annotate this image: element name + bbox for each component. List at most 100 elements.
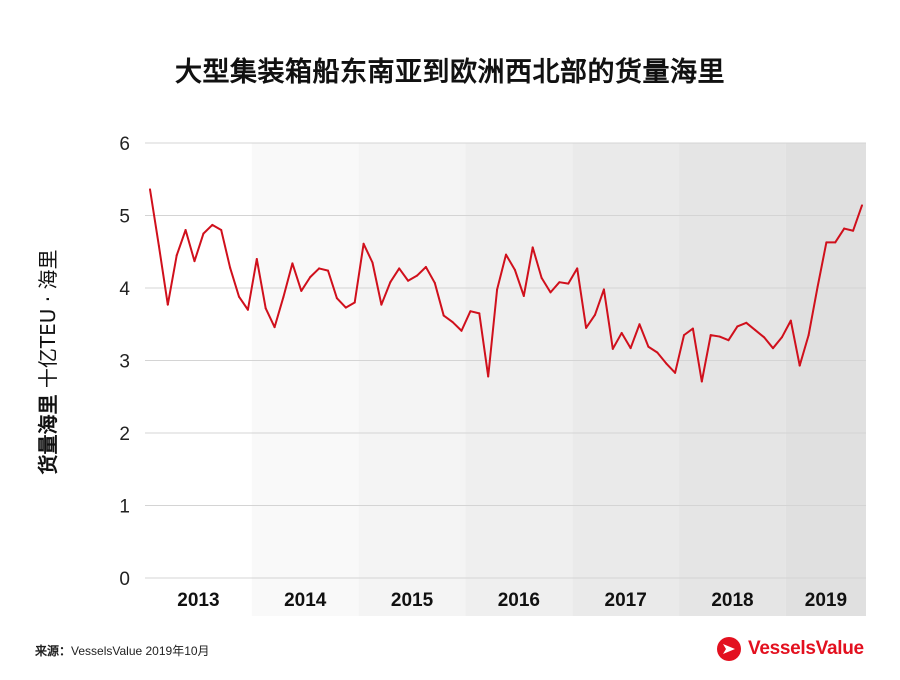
data-point <box>273 326 276 329</box>
data-point <box>727 339 730 342</box>
source-text: VesselsValue 2019年10月 <box>71 644 210 658</box>
data-point <box>834 241 837 244</box>
data-point <box>683 334 685 337</box>
data-point <box>157 244 160 247</box>
data-point <box>665 362 668 365</box>
data-point <box>700 380 703 383</box>
data-point <box>611 347 614 350</box>
x-tick-label-2013: 2013 <box>177 590 219 611</box>
data-point <box>496 288 499 291</box>
data-point <box>398 267 401 270</box>
y-tick-label-0: 0 <box>119 569 130 590</box>
data-point <box>389 281 392 284</box>
data-point <box>522 294 525 297</box>
x-tick-label-2016: 2016 <box>498 590 540 611</box>
data-point <box>585 326 588 329</box>
year-band-2014 <box>251 143 359 616</box>
data-point <box>691 327 694 330</box>
data-point <box>335 297 338 300</box>
data-point <box>202 232 205 235</box>
data-point <box>540 276 543 279</box>
chart-title: 大型集装箱船东南亚到欧洲西北部的货量海里 <box>175 57 725 88</box>
data-point <box>754 329 757 332</box>
data-point <box>736 325 739 328</box>
year-band-2019 <box>785 143 866 616</box>
data-point <box>576 267 579 270</box>
data-point <box>149 188 151 191</box>
data-point <box>424 265 427 268</box>
x-tick-label-2014: 2014 <box>284 590 327 611</box>
data-point <box>371 261 374 264</box>
data-point <box>772 347 774 350</box>
data-point <box>166 303 169 306</box>
data-point <box>469 310 472 313</box>
data-point <box>282 295 285 298</box>
data-point <box>353 301 356 304</box>
data-point <box>745 321 748 324</box>
data-point <box>193 260 196 263</box>
data-point <box>505 253 507 256</box>
data-point <box>709 334 712 337</box>
year-band-2018 <box>679 143 786 616</box>
gridlines <box>145 142 866 579</box>
y-axis-label-bold: 货量海里 <box>36 394 60 474</box>
data-point <box>300 289 303 292</box>
data-point <box>602 288 605 291</box>
data-point <box>362 242 365 245</box>
data-point <box>327 269 329 272</box>
y-tick-label-3: 3 <box>119 352 130 373</box>
data-point <box>238 295 240 298</box>
data-point <box>674 371 677 374</box>
data-point <box>318 267 321 270</box>
y-tick-label-5: 5 <box>119 207 130 228</box>
data-point <box>264 307 267 310</box>
data-point <box>478 312 481 315</box>
data-point <box>620 331 623 334</box>
logo-text: VesselsValue <box>748 638 864 659</box>
data-point <box>629 347 632 350</box>
data-point <box>852 229 855 232</box>
data-point <box>780 336 783 339</box>
data-point <box>407 279 410 282</box>
year-band-2017 <box>572 143 680 616</box>
data-point <box>558 281 561 284</box>
x-tick-label-2019: 2019 <box>805 590 847 611</box>
data-point <box>638 323 641 326</box>
data-point <box>861 204 863 207</box>
data-point <box>656 351 659 354</box>
data-point <box>594 313 596 316</box>
data-point <box>433 281 436 284</box>
source-note: 来源：VesselsValue 2019年10月 <box>35 642 210 659</box>
data-point <box>309 276 312 279</box>
data-point <box>416 274 418 277</box>
data-point <box>647 345 650 348</box>
data-point <box>789 319 792 322</box>
series-group <box>149 188 863 383</box>
data-point <box>798 364 801 367</box>
data-point <box>184 229 187 231</box>
data-point <box>718 335 721 338</box>
year-band-2013 <box>145 143 252 616</box>
x-axis-year-labels: 2013 2014 2015 2016 2017 2018 2019 <box>177 590 847 611</box>
data-point <box>531 246 534 249</box>
data-point <box>380 303 383 306</box>
y-tick-label-4: 4 <box>119 279 130 300</box>
data-point <box>549 291 552 294</box>
data-point <box>816 286 819 289</box>
x-tick-label-2018: 2018 <box>711 590 753 611</box>
data-point <box>513 268 516 271</box>
y-axis-label: 货量海里 十亿TEU · 海里 <box>36 250 60 475</box>
x-tick-label-2015: 2015 <box>391 590 434 611</box>
data-point <box>567 282 570 285</box>
x-tick-label-2017: 2017 <box>605 590 647 611</box>
y-tick-label-1: 1 <box>119 497 130 518</box>
year-band-2015 <box>358 143 466 616</box>
y-axis-ticks: 0 1 2 3 4 5 6 <box>119 134 130 590</box>
vesselsvalue-logo-icon <box>717 637 741 661</box>
data-point <box>807 334 810 337</box>
data-point <box>344 306 347 309</box>
data-point <box>220 229 223 231</box>
data-point <box>763 336 766 339</box>
data-point <box>291 262 294 265</box>
